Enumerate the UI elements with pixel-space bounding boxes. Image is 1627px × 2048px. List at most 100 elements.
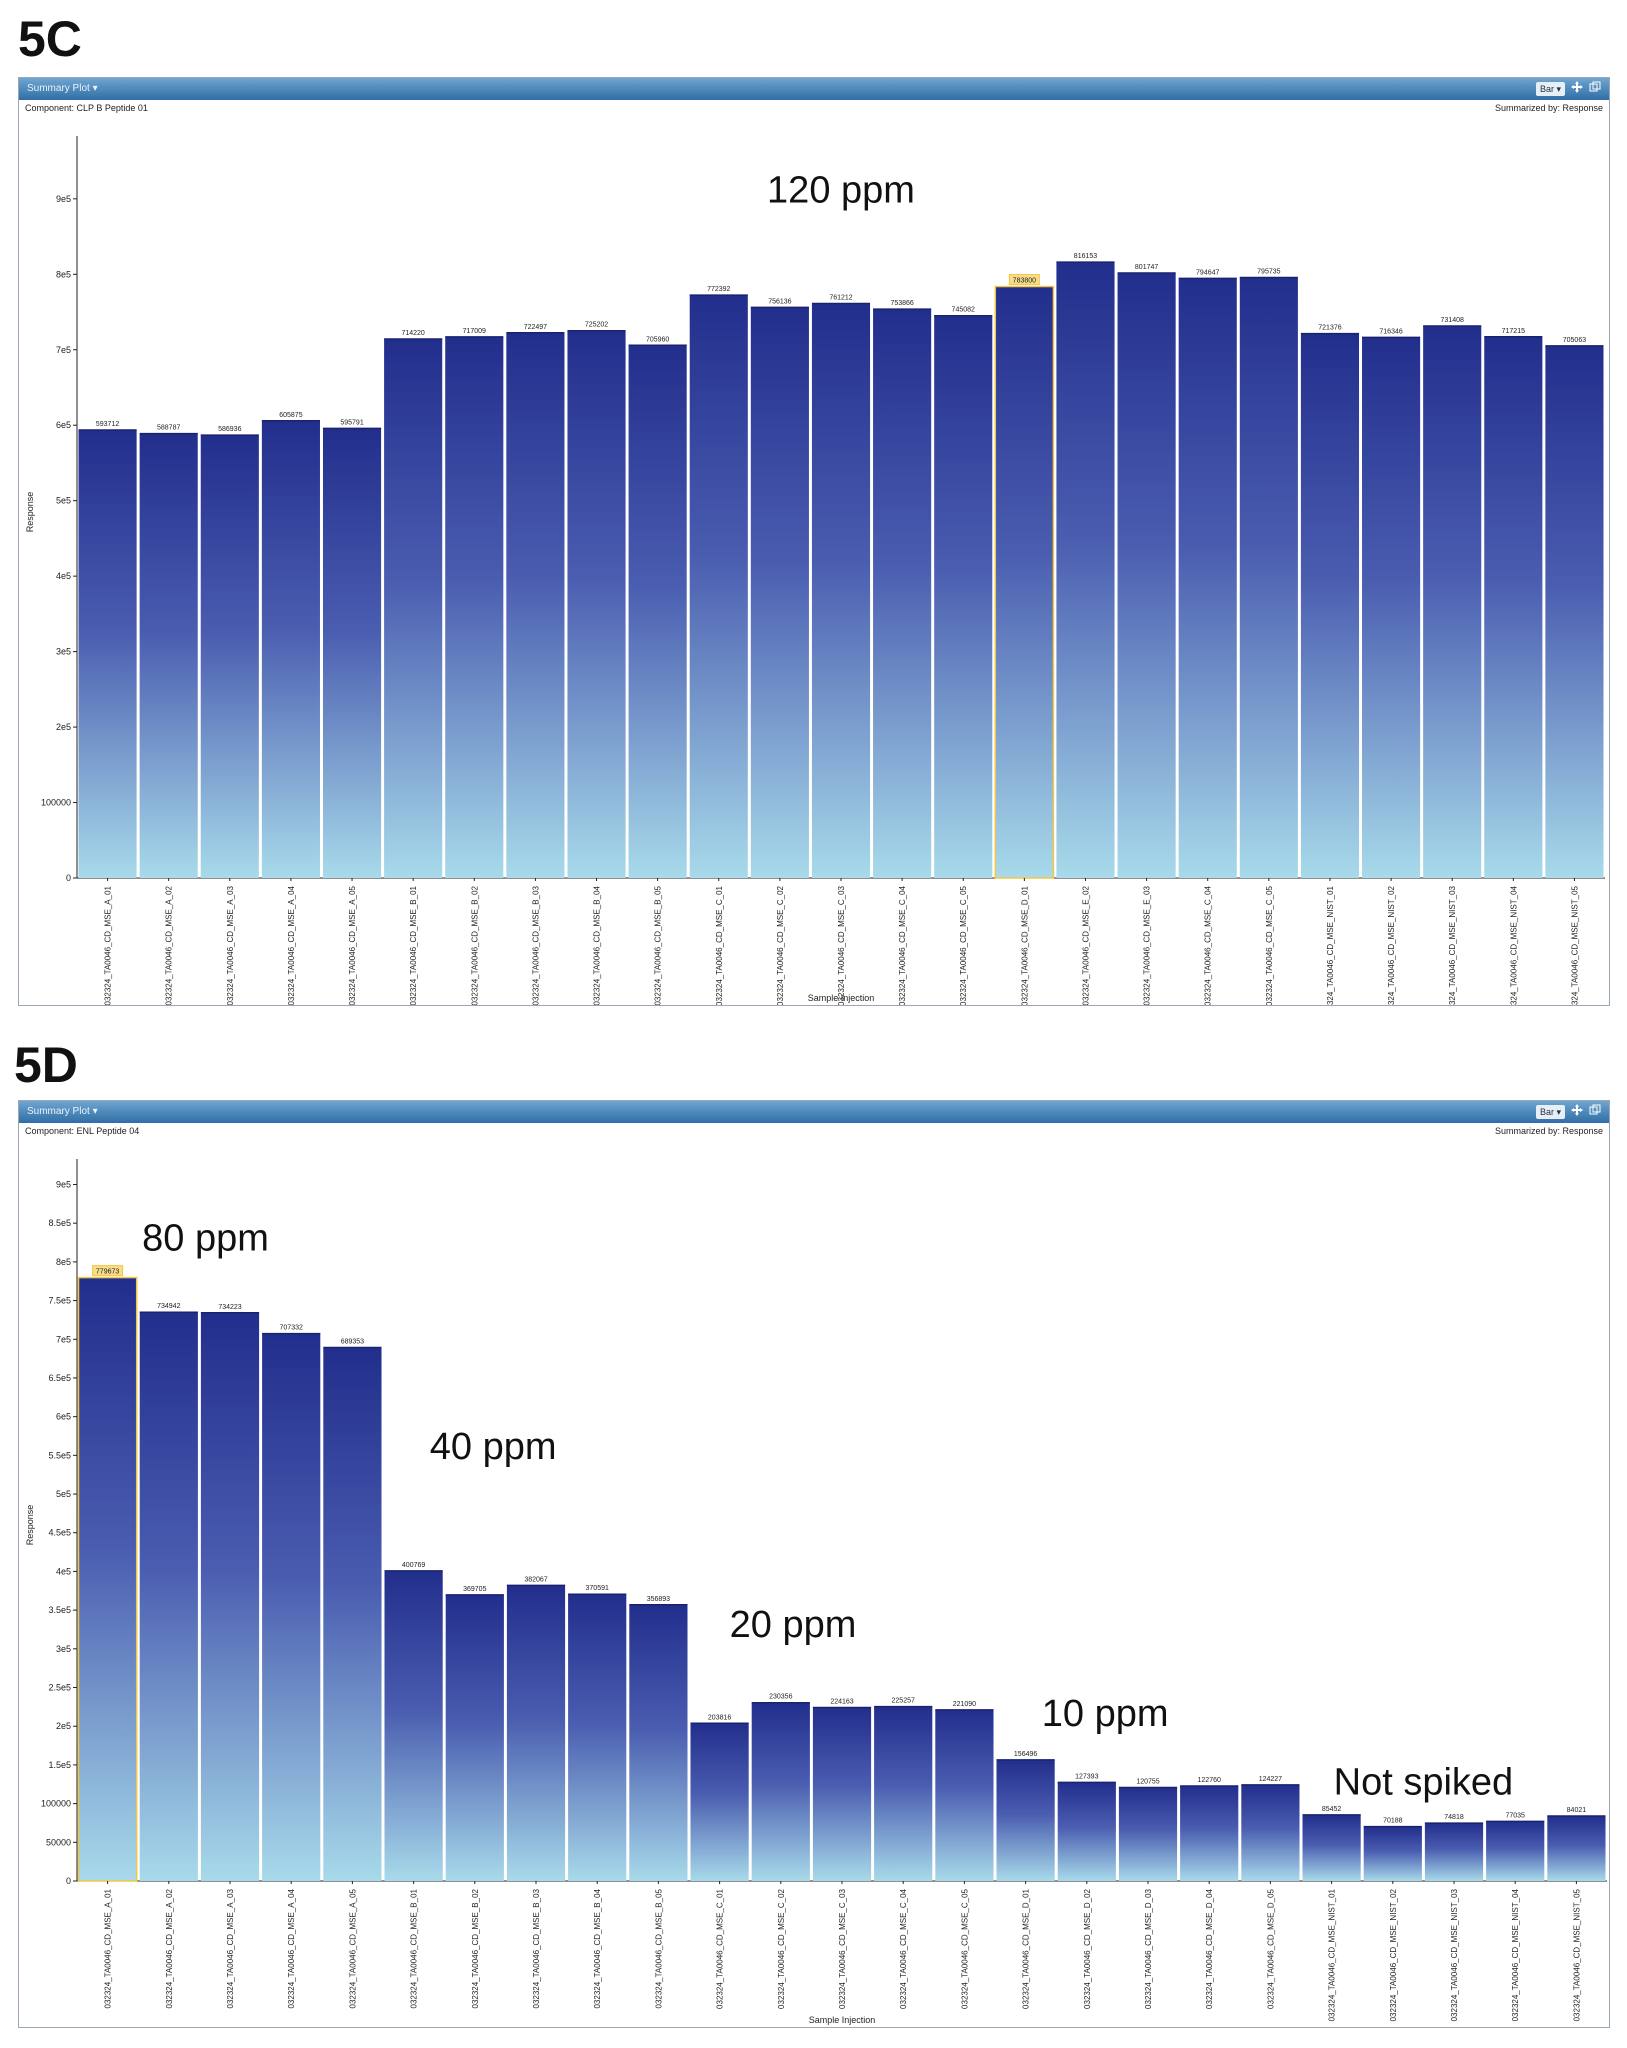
y-tick-label: 0 bbox=[66, 873, 71, 883]
y-tick-label: 4e5 bbox=[56, 1566, 71, 1576]
x-tick-label: 032324_TA0046_CD_MSE_E_03 bbox=[1143, 885, 1152, 1005]
value-label-highlight-box bbox=[92, 1265, 124, 1277]
value-label: 77035 bbox=[1505, 1812, 1525, 1819]
value-label: 734942 bbox=[157, 1303, 180, 1310]
x-tick-label: 032324_TA0046_CD_MSE_NIST_04 bbox=[1511, 1888, 1520, 2021]
bar bbox=[506, 332, 565, 878]
value-label: 725202 bbox=[585, 322, 608, 329]
x-tick-label: 032324_TA0046_CD_MSE_C_05 bbox=[1265, 885, 1274, 1005]
bar bbox=[1484, 336, 1543, 878]
ppm-annotation: Not spiked bbox=[1334, 1761, 1514, 1803]
value-label: 156496 bbox=[1014, 1751, 1037, 1758]
value-label: 753866 bbox=[890, 300, 913, 307]
y-tick-label: 7e5 bbox=[56, 1334, 71, 1344]
ppm-annotation: 20 ppm bbox=[730, 1604, 857, 1646]
y-tick-label: 0 bbox=[66, 1876, 71, 1886]
y-tick-label: 2e5 bbox=[56, 722, 71, 732]
bar bbox=[78, 429, 137, 878]
bar-chart-5d: 0 50000 100000 1.5e5 2e5 2.5e5 3e5 3.5e5 4e5 4.5e… bbox=[25, 1159, 1607, 2025]
value-label: 605875 bbox=[279, 412, 302, 419]
y-tick-label: 3.5e5 bbox=[48, 1605, 71, 1615]
x-tick-label: 032324_TA0046_CD_MSE_A_04 bbox=[287, 1888, 296, 2008]
bar bbox=[1180, 1785, 1239, 1881]
x-tick-label: 032324_TA0046_CD_MSE_C_05 bbox=[959, 885, 968, 1005]
info-row: Component: ENL Peptide 04 Summarized by:… bbox=[19, 1123, 1609, 1139]
x-tick-label: 032324_TA0046_CD_MSE_NIST_02 bbox=[1387, 885, 1396, 1005]
x-tick-label: 032324_TA0046_CD_MSE_A_02 bbox=[165, 1888, 174, 2008]
value-label: 400769 bbox=[402, 1562, 425, 1569]
y-tick-label: 9e5 bbox=[56, 194, 71, 204]
value-label: 356893 bbox=[647, 1596, 670, 1603]
bar bbox=[384, 1570, 443, 1881]
value-label: 714220 bbox=[401, 330, 424, 337]
x-tick-label: 032324_TA0046_CD_MSE_B_02 bbox=[470, 885, 479, 1005]
x-tick-label: 032324_TA0046_CD_MSE_NIST_05 bbox=[1572, 1888, 1581, 2021]
x-tick-label: 032324_TA0046_CD_MSE_C_04 bbox=[1204, 885, 1213, 1005]
y-tick-label: 6e5 bbox=[56, 1412, 71, 1422]
value-label: 721376 bbox=[1318, 325, 1341, 332]
x-tick-label: 032324_TA0046_CD_MSE_C_04 bbox=[898, 885, 907, 1005]
x-tick-label: 032324_TA0046_CD_MSE_NIST_03 bbox=[1448, 885, 1457, 1005]
ppm-annotation: 10 ppm bbox=[1042, 1693, 1169, 1735]
value-label: 588787 bbox=[157, 425, 180, 432]
value-label: 705063 bbox=[1563, 337, 1586, 344]
value-label: 816153 bbox=[1074, 253, 1097, 260]
x-tick-label: 032324_TA0046_CD_MSE_A_03 bbox=[226, 885, 235, 1005]
value-label: 717215 bbox=[1502, 328, 1525, 335]
x-tick-label: 032324_TA0046_CD_MSE_B_05 bbox=[654, 1888, 663, 2008]
value-label: 70188 bbox=[1383, 1818, 1403, 1825]
bar bbox=[1486, 1821, 1545, 1881]
value-label: 127393 bbox=[1075, 1773, 1098, 1780]
bar bbox=[1547, 1815, 1606, 1881]
x-tick-label: 032324_TA0046_CD_MSE_C_02 bbox=[777, 1888, 786, 2008]
bar bbox=[934, 315, 993, 878]
bar bbox=[1300, 333, 1360, 878]
bar bbox=[1545, 345, 1604, 878]
bar bbox=[750, 307, 809, 878]
value-label: 783800 bbox=[1013, 278, 1036, 285]
bar bbox=[1178, 278, 1237, 878]
value-label: 74818 bbox=[1444, 1814, 1464, 1821]
x-tick-label: 032324_TA0046_CD_MSE_A_04 bbox=[287, 885, 296, 1005]
copy-icon[interactable] bbox=[1589, 81, 1601, 96]
x-tick-label: 032324_TA0046_CD_MSE_C_04 bbox=[899, 1888, 908, 2008]
panel-titlebar: Summary Plot ▾ Bar ▾ bbox=[19, 78, 1609, 100]
bar bbox=[812, 1707, 872, 1881]
y-tick-label: 8.5e5 bbox=[48, 1218, 71, 1228]
value-label: 369705 bbox=[463, 1586, 486, 1593]
bar bbox=[568, 1594, 627, 1881]
value-label-highlight-box bbox=[1008, 274, 1040, 286]
value-label: 595791 bbox=[340, 419, 363, 426]
value-label: 586936 bbox=[218, 426, 241, 433]
bar bbox=[874, 1706, 933, 1881]
x-tick-label: 032324_TA0046_CD_MSE_D_04 bbox=[1205, 1888, 1214, 2008]
summary-plot-menu[interactable]: Summary Plot ▾ bbox=[27, 83, 98, 94]
bar bbox=[690, 1723, 749, 1881]
summary-plot-menu[interactable]: Summary Plot ▾ bbox=[27, 1106, 98, 1117]
x-tick-label: 032324_TA0046_CD_MSE_NIST_05 bbox=[1570, 885, 1579, 1005]
chart-type-dropdown[interactable]: Bar ▾ bbox=[1535, 1104, 1565, 1119]
x-tick-label: 032324_TA0046_CD_MSE_A_05 bbox=[348, 885, 357, 1005]
y-tick-label: 8e5 bbox=[56, 269, 71, 279]
value-label: 122760 bbox=[1198, 1777, 1221, 1784]
value-label: 705960 bbox=[646, 336, 669, 343]
x-tick-label: 032324_TA0046_CD_MSE_NIST_03 bbox=[1450, 1888, 1459, 2021]
move-icon[interactable] bbox=[1571, 81, 1583, 96]
move-icon[interactable] bbox=[1571, 1104, 1583, 1119]
x-tick-label: 032324_TA0046_CD_MSE_B_03 bbox=[532, 1888, 541, 2008]
panel-titlebar: Summary Plot ▾ Bar ▾ bbox=[19, 1101, 1609, 1123]
bar bbox=[751, 1702, 810, 1881]
x-tick-label: 032324_TA0046_CD_MSE_C_03 bbox=[838, 1888, 847, 2008]
value-label: 689353 bbox=[341, 1339, 364, 1346]
value-label: 120755 bbox=[1136, 1779, 1159, 1786]
y-tick-label: 3e5 bbox=[56, 647, 71, 657]
copy-icon[interactable] bbox=[1589, 1104, 1601, 1119]
x-tick-label: 032324_TA0046_CD_MSE_NIST_04 bbox=[1509, 885, 1518, 1005]
bar bbox=[139, 1312, 198, 1881]
x-tick-label: 032324_TA0046_CD_MSE_C_05 bbox=[960, 1888, 969, 2008]
value-label: 772392 bbox=[707, 286, 730, 293]
x-tick-label: 032324_TA0046_CD_MSE_A_03 bbox=[226, 1888, 235, 2008]
bar bbox=[323, 1347, 382, 1881]
x-tick-label: 032324_TA0046_CD_MSE_D_01 bbox=[1020, 885, 1029, 1005]
chart-type-dropdown[interactable]: Bar ▾ bbox=[1535, 81, 1565, 96]
